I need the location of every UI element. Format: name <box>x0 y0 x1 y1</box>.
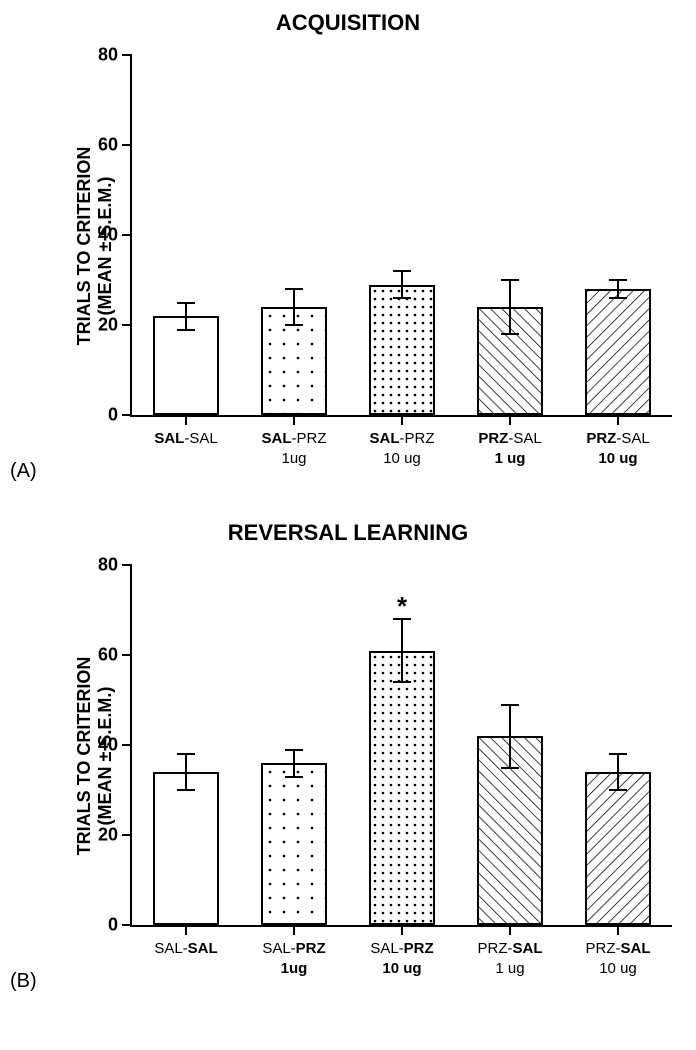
error-cap <box>177 329 195 331</box>
ytick-label: 40 <box>98 735 118 756</box>
error-cap <box>393 297 411 299</box>
error-bar <box>509 280 511 334</box>
ytick-label: 20 <box>98 825 118 846</box>
bar <box>585 289 652 415</box>
error-bar <box>401 271 403 298</box>
panel-a-letter: (A) <box>10 460 37 483</box>
panel-b-letter: (B) <box>10 970 37 993</box>
xtick <box>617 925 619 935</box>
bar <box>153 316 220 415</box>
error-cap <box>285 324 303 326</box>
xtick-label: PRZ-SAL1 ug <box>478 429 541 468</box>
xtick <box>509 925 511 935</box>
xtick <box>293 415 295 425</box>
ytick <box>122 744 132 746</box>
error-bar <box>617 754 619 790</box>
ytick-label: 40 <box>98 225 118 246</box>
xtick-label: SAL-PRZ1ug <box>262 429 327 468</box>
panel-b-ylabel-line2: (MEAN ± S.E.M.) <box>95 687 115 826</box>
ytick <box>122 654 132 656</box>
error-cap <box>501 279 519 281</box>
error-cap <box>609 297 627 299</box>
ytick-label: 20 <box>98 315 118 336</box>
bar <box>261 763 328 925</box>
xtick-label: SAL-SAL <box>154 429 217 449</box>
xtick-label: SAL-PRZ1ug <box>262 939 325 978</box>
error-cap <box>501 704 519 706</box>
bar <box>369 651 436 926</box>
error-bar <box>509 705 511 768</box>
error-cap <box>393 681 411 683</box>
ytick <box>122 234 132 236</box>
panel-b-plot-area: 020406080SAL-SALSAL-PRZ1ugSAL-PRZ10 ug*P… <box>130 565 672 927</box>
xtick-label: PRZ-SAL10 ug <box>586 939 651 978</box>
ytick-label: 0 <box>108 405 118 426</box>
ytick <box>122 414 132 416</box>
xtick <box>185 415 187 425</box>
error-cap <box>501 333 519 335</box>
ytick-label: 80 <box>98 555 118 576</box>
ytick <box>122 54 132 56</box>
xtick <box>293 925 295 935</box>
bar <box>369 285 436 416</box>
xtick <box>509 415 511 425</box>
panel-b-ylabel-line1: TRIALS TO CRITERION <box>74 657 94 856</box>
xtick <box>185 925 187 935</box>
error-cap <box>177 302 195 304</box>
ytick <box>122 144 132 146</box>
error-cap <box>177 789 195 791</box>
xtick-label: SAL-PRZ10 ug <box>370 429 435 468</box>
significance-marker: * <box>397 591 407 622</box>
error-cap <box>609 789 627 791</box>
error-cap <box>285 776 303 778</box>
error-cap <box>285 288 303 290</box>
panel-a-ylabel-line1: TRIALS TO CRITERION <box>74 147 94 346</box>
ytick-label: 80 <box>98 45 118 66</box>
error-bar <box>293 750 295 777</box>
error-bar <box>293 289 295 325</box>
xtick-label: PRZ-SAL1 ug <box>478 939 543 978</box>
error-bar <box>185 303 187 330</box>
error-cap <box>609 753 627 755</box>
ytick <box>122 564 132 566</box>
figure-root: ACQUISITION TRIALS TO CRITERION (MEAN ± … <box>0 0 696 1050</box>
error-cap <box>177 753 195 755</box>
ytick-label: 0 <box>108 915 118 936</box>
panel-b-title: REVERSAL LEARNING <box>0 520 696 546</box>
xtick <box>401 415 403 425</box>
error-bar <box>617 280 619 298</box>
error-cap <box>501 767 519 769</box>
ytick <box>122 324 132 326</box>
bar <box>585 772 652 925</box>
error-cap <box>393 270 411 272</box>
xtick-label: PRZ-SAL10 ug <box>586 429 649 468</box>
error-cap <box>285 749 303 751</box>
bar <box>153 772 220 925</box>
ytick <box>122 924 132 926</box>
xtick <box>401 925 403 935</box>
panel-a-plot-area: 020406080SAL-SALSAL-PRZ1ugSAL-PRZ10 ugPR… <box>130 55 672 417</box>
error-cap <box>609 279 627 281</box>
error-bar <box>401 619 403 682</box>
ytick-label: 60 <box>98 135 118 156</box>
error-bar <box>185 754 187 790</box>
ytick <box>122 834 132 836</box>
xtick-label: SAL-SAL <box>154 939 217 959</box>
panel-a-ylabel-line2: (MEAN ± S.E.M.) <box>95 177 115 316</box>
xtick <box>617 415 619 425</box>
xtick-label: SAL-PRZ10 ug <box>370 939 433 978</box>
panel-a-title: ACQUISITION <box>0 10 696 36</box>
ytick-label: 60 <box>98 645 118 666</box>
